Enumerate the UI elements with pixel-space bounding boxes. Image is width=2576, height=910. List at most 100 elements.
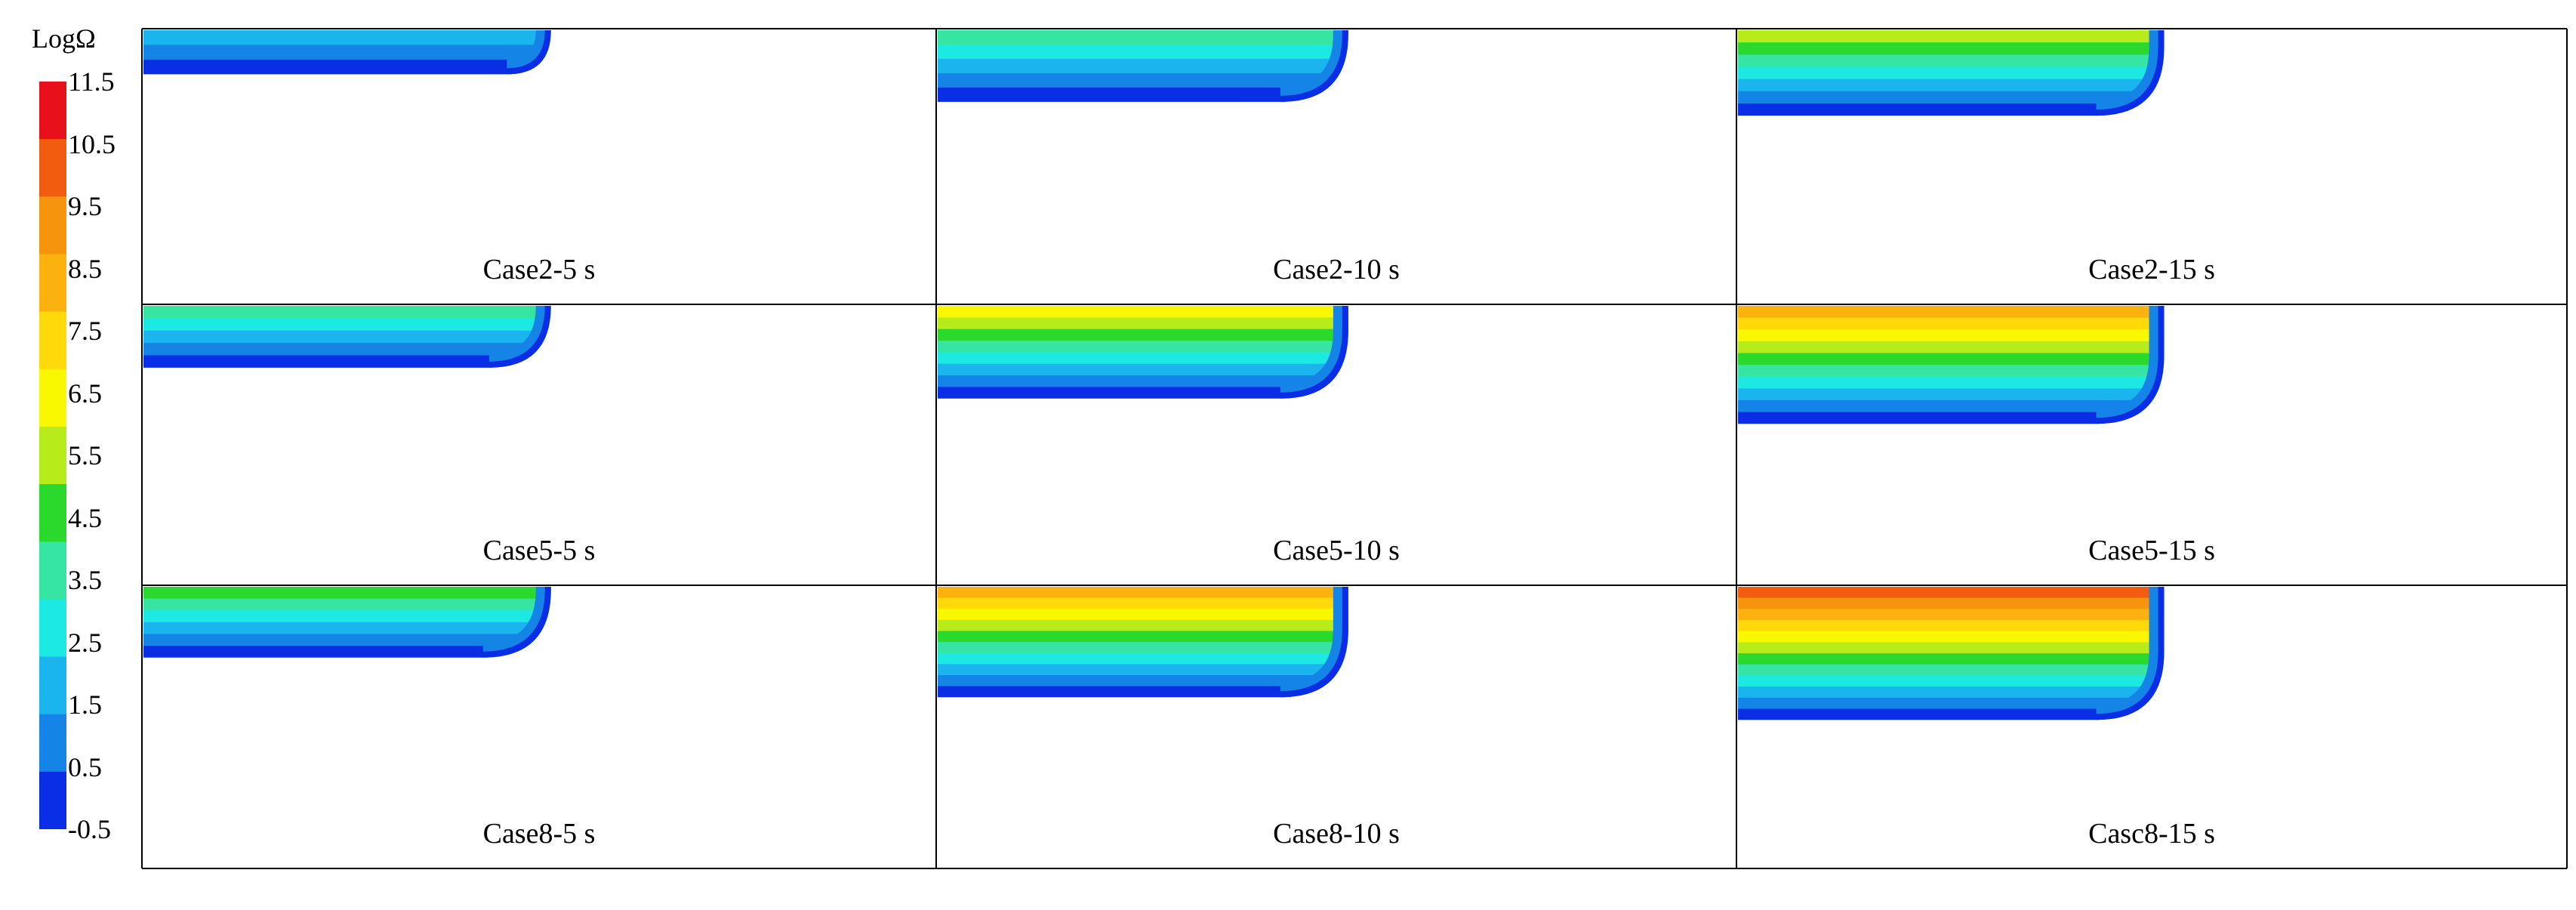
contour-band <box>1738 609 2165 621</box>
contour-panel: Case2-5 s <box>143 30 596 285</box>
contour-band <box>938 686 1348 698</box>
contour-band <box>143 587 551 600</box>
contour-rim <box>2096 306 2158 418</box>
contour-band <box>143 318 551 332</box>
colorbar-tick-label: 3.5 <box>68 565 102 595</box>
contour-band <box>938 375 1348 388</box>
contour-band <box>1738 653 2165 665</box>
contour-band <box>938 306 1348 318</box>
contour-band <box>938 664 1348 676</box>
contour-band <box>1738 54 2165 68</box>
contour-band <box>1738 388 2165 401</box>
panel-label: Case2-5 s <box>483 254 596 285</box>
contour-band <box>1738 42 2165 55</box>
contour-band <box>938 329 1348 341</box>
contour-band <box>938 317 1348 330</box>
contour-band <box>143 45 551 60</box>
contour-band <box>1738 365 2165 378</box>
contour-panel: Case5-15 s <box>1738 306 2215 566</box>
contour-rim <box>1280 587 1342 692</box>
contour-band <box>1738 103 2165 116</box>
colorbar-band <box>39 714 66 773</box>
colorbar-band <box>39 426 66 485</box>
colorbar-tick-label: 8.5 <box>68 253 102 284</box>
contour-band <box>1738 631 2165 643</box>
panel-label: Case8-5 s <box>483 818 596 850</box>
contour-band <box>938 642 1348 654</box>
contour-band <box>938 675 1348 687</box>
panel-label: Case8-10 s <box>1273 818 1400 850</box>
contour-band <box>938 609 1348 621</box>
contour-panel: Case2-10 s <box>938 30 1400 285</box>
contour-band <box>143 30 551 46</box>
contour-rim <box>2096 30 2165 116</box>
colorbar-band <box>39 196 66 254</box>
colorbar-tick-label: 11.5 <box>68 66 115 97</box>
colorbar-band <box>39 656 66 715</box>
colorbar-band <box>39 484 66 542</box>
contour-band <box>1738 30 2165 43</box>
contour-band <box>143 59 551 75</box>
colorbar-band <box>39 599 66 658</box>
contour-band <box>1738 664 2165 677</box>
contour-band <box>143 355 551 368</box>
contour-band <box>1738 66 2165 80</box>
colorbar-band <box>39 369 66 427</box>
contour-rim <box>507 30 545 69</box>
contour-band <box>1738 675 2165 687</box>
contour-rim <box>1280 30 1348 102</box>
contour-rim <box>482 587 545 652</box>
contour-panel: Casc8-15 s <box>1738 587 2215 850</box>
contour-band <box>143 306 551 319</box>
colorbar-tick-label: 5.5 <box>68 440 102 470</box>
colorbar-tick-label: 2.5 <box>68 627 102 658</box>
panel-label: Case2-15 s <box>2088 254 2215 285</box>
contour-band <box>938 87 1348 102</box>
panel-label: Case5-10 s <box>1273 535 1400 566</box>
contour-band <box>938 352 1348 365</box>
contour-band <box>938 341 1348 353</box>
colorbar-band <box>39 311 66 370</box>
contour-band <box>1738 353 2165 366</box>
colorbar-tick-label: 1.5 <box>68 689 102 720</box>
contour-band <box>143 622 551 635</box>
panel-label: Case5-5 s <box>483 535 596 566</box>
colorbar-band <box>39 139 66 197</box>
colorbar-tick-label: -0.5 <box>68 814 111 844</box>
contour-band <box>938 652 1348 665</box>
contour-band <box>938 619 1348 632</box>
contour-panel: Case8-5 s <box>143 587 596 850</box>
colorbar-tick-label: 7.5 <box>68 316 102 346</box>
contour-band <box>938 72 1348 88</box>
contour-rim <box>1280 587 1348 698</box>
colorbar-tick-label: 10.5 <box>68 128 116 159</box>
panel-label: Case2-10 s <box>1273 254 1400 285</box>
colorbar-tick-label: 9.5 <box>68 191 102 221</box>
contour-band <box>143 634 551 646</box>
contour-band <box>1738 597 2165 609</box>
contour-rim <box>2096 30 2158 110</box>
contour-rim <box>1280 306 1342 393</box>
colorbar-tick-label: 4.5 <box>68 502 102 533</box>
contour-panel: Case5-5 s <box>143 306 596 566</box>
colorbar-band <box>39 254 66 313</box>
contour-band <box>938 58 1348 74</box>
contour-band <box>1738 91 2165 104</box>
contour-panel: Case2-15 s <box>1738 30 2215 285</box>
contour-band <box>1738 587 2165 599</box>
contour-rim <box>1280 306 1348 399</box>
contour-band <box>143 646 551 658</box>
colorbar-band <box>39 771 66 829</box>
contour-band <box>1738 376 2165 389</box>
contour-panel: Case8-10 s <box>938 587 1400 850</box>
contour-band <box>938 631 1348 643</box>
legend-title: LogΩ <box>32 23 96 54</box>
contour-rim <box>488 306 551 368</box>
contour-band <box>1738 306 2165 319</box>
contour-rim <box>482 587 551 658</box>
contour-band <box>1738 79 2165 92</box>
contour-band <box>143 330 551 344</box>
contour-band <box>938 363 1348 376</box>
contour-band <box>938 597 1348 609</box>
contour-panel: Case5-10 s <box>938 306 1400 566</box>
